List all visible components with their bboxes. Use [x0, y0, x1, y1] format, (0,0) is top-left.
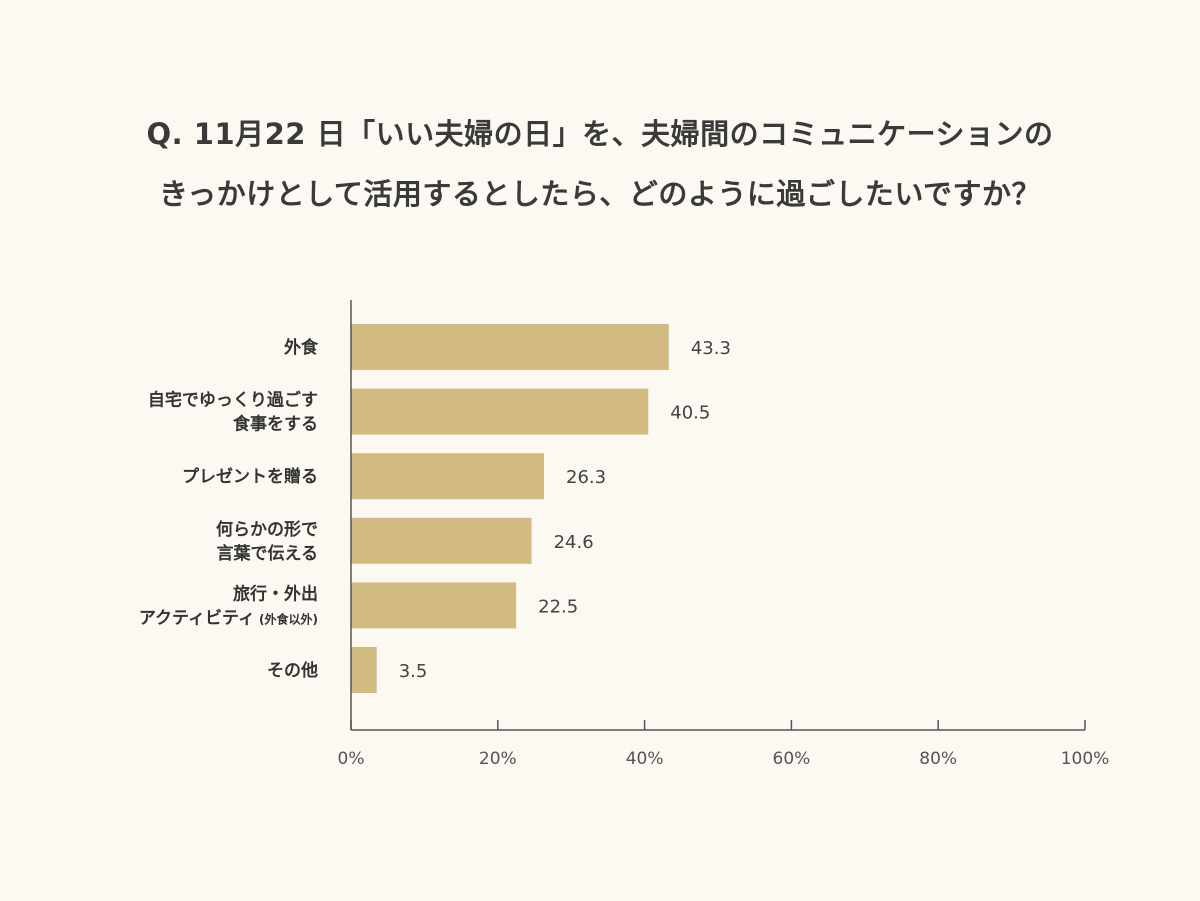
category-label-4-line-2: 言葉で伝える — [217, 543, 319, 564]
bar-5 — [351, 582, 517, 629]
bar-2 — [351, 388, 649, 435]
category-label-3: プレゼントを贈る — [182, 466, 318, 487]
x-tick-label-80: 80% — [919, 749, 957, 769]
chart-title-line-1: Q. 11月22 日「いい夫婦の日」を、夫婦間のコミュニケーションの — [146, 117, 1054, 151]
category-label-4-line-1: 何らかの形で — [216, 519, 318, 540]
bar-3 — [351, 453, 545, 500]
x-tick-label-100: 100% — [1061, 749, 1110, 769]
category-label-2-line-2: 食事をする — [233, 414, 318, 435]
value-label-3: 26.3 — [566, 467, 606, 488]
value-label-1: 43.3 — [691, 338, 731, 359]
bar-6 — [351, 647, 377, 693]
category-label-6: その他 — [267, 660, 318, 681]
value-label-4: 24.6 — [554, 532, 594, 553]
category-label-2-line-1: 自宅でゆっくり過ごす — [148, 390, 318, 411]
value-label-2: 40.5 — [670, 403, 710, 424]
x-tick-label-60: 60% — [773, 749, 811, 769]
bar-1 — [351, 324, 669, 370]
x-tick-label-40: 40% — [626, 749, 664, 769]
bar-4 — [351, 517, 532, 564]
value-label-6: 3.5 — [399, 661, 428, 682]
category-label-5-line-2: アクティビティ (外食以外) — [139, 608, 318, 628]
category-label-1: 外食 — [284, 337, 319, 358]
value-label-5: 22.5 — [538, 596, 578, 617]
x-tick-label-20: 20% — [479, 749, 517, 769]
chart-title-line-2: きっかけとして活用するとしたら、どのように過ごしたいですか？ — [158, 177, 1042, 211]
category-label-5-line-1: 旅行・外出 — [233, 583, 318, 604]
x-tick-label-0: 0% — [338, 749, 365, 769]
